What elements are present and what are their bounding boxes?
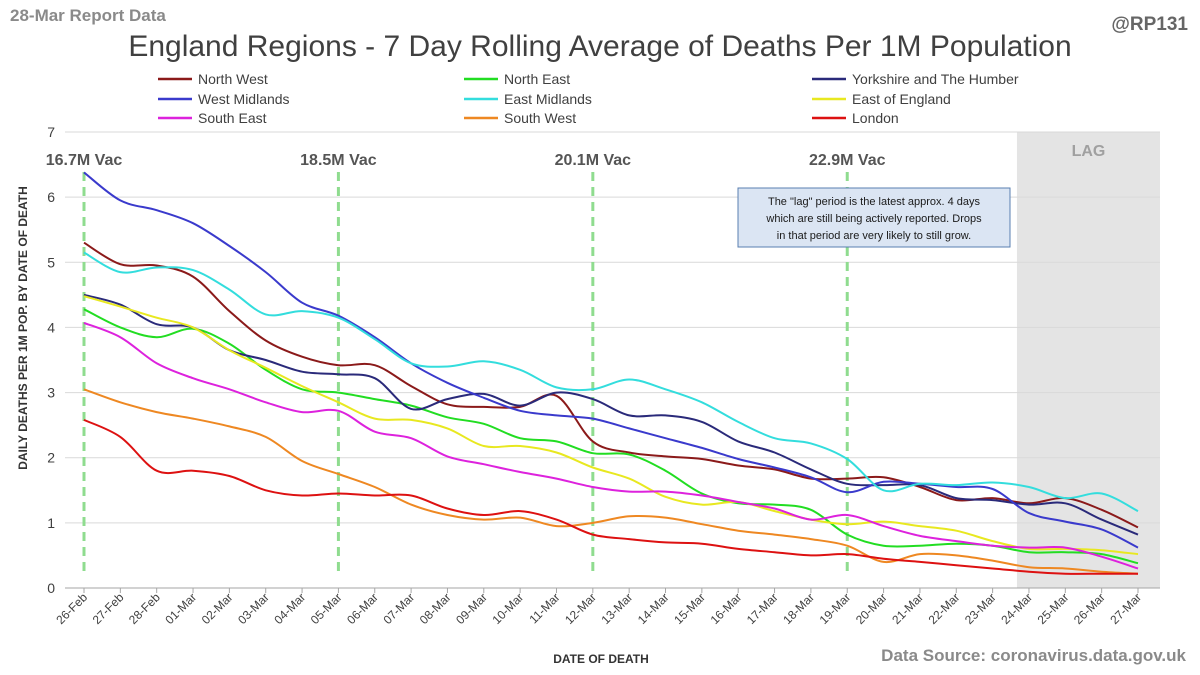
series-line-west-midlands (83, 171, 1139, 549)
x-tick-label: 08-Mar (417, 590, 454, 627)
x-tick-label: 10-Mar (489, 590, 526, 627)
lag-shading (1016, 132, 1160, 588)
x-tick-label: 27-Feb (90, 590, 127, 627)
x-tick-label: 22-Mar (926, 590, 963, 627)
legend-label-north-west: North West (198, 71, 268, 87)
legend-label-london: London (852, 110, 899, 126)
x-axis-title: DATE OF DEATH (553, 652, 649, 666)
legend-label-south-east: South East (198, 110, 267, 126)
y-tick-label: 1 (47, 515, 55, 531)
lag-label: LAG (1072, 143, 1106, 160)
legend-label-north-east: North East (504, 71, 570, 87)
author-handle: @RP131 (1111, 14, 1188, 35)
y-axis-title: DAILY DEATHS PER 1M POP. BY DATE OF DEAT… (16, 186, 30, 470)
x-tick-label: 15-Mar (671, 590, 708, 627)
legend-label-yorkshire-and-the-humber: Yorkshire and The Humber (852, 71, 1019, 87)
x-tick-label: 18-Mar (780, 590, 817, 627)
vaccination-marker-label: 22.9M Vac (809, 152, 886, 169)
x-tick-label: 07-Mar (380, 590, 417, 627)
data-source-label: Data Source: coronavirus.data.gov.uk (881, 646, 1186, 665)
x-tick-label: 09-Mar (453, 590, 490, 627)
series-line-yorkshire-and-the-humber (83, 293, 1139, 536)
x-tick-label: 03-Mar (235, 590, 272, 627)
chart-title: England Regions - 7 Day Rolling Average … (128, 30, 1072, 63)
y-tick-label: 7 (47, 124, 55, 140)
legend-label-east-midlands: East Midlands (504, 91, 592, 107)
vaccination-marker-label: 16.7M Vac (46, 152, 123, 169)
y-tick-label: 4 (47, 319, 55, 335)
annotation-text-line: which are still being actively reported.… (765, 213, 982, 225)
annotation-text-line: in that period are very likely to still … (777, 230, 971, 242)
x-tick-label: 01-Mar (162, 590, 199, 627)
series-line-london (83, 418, 1138, 575)
y-tick-label: 3 (47, 385, 55, 401)
x-tick-label: 06-Mar (344, 590, 381, 627)
x-tick-label: 14-Mar (635, 590, 672, 627)
x-tick-label: 11-Mar (526, 590, 562, 626)
x-tick-label: 05-Mar (308, 590, 345, 627)
x-tick-label: 26-Mar (1071, 590, 1108, 627)
x-tick-label: 26-Feb (53, 590, 90, 627)
series-line-north-west (83, 241, 1139, 529)
lag-annotation: The "lag" period is the latest approx. 4… (737, 187, 1011, 248)
x-tick-label: 13-Mar (599, 590, 636, 627)
x-tick-label: 23-Mar (962, 590, 999, 627)
x-tick-label: 12-Mar (562, 590, 599, 627)
vaccination-marker-label: 18.5M Vac (300, 152, 377, 169)
vaccination-marker-label: 20.1M Vac (555, 152, 632, 169)
series-line-east-midlands (83, 251, 1139, 513)
x-tick-label: 24-Mar (998, 590, 1035, 627)
x-tick-label: 25-Mar (1035, 590, 1072, 627)
legend-label-east-of-england: East of England (852, 91, 951, 107)
x-tick-label: 20-Mar (853, 590, 890, 627)
x-tick-label: 21-Mar (889, 590, 926, 627)
legend: North West North East Yorkshire and The Hu… (158, 71, 1019, 126)
series-line-south-west (83, 388, 1139, 575)
annotation-box (737, 187, 1011, 248)
legend-label-west-midlands: West Midlands (198, 91, 290, 107)
legend-label-south-west: South West (504, 110, 576, 126)
x-tick-label: 27-Mar (1107, 590, 1144, 627)
x-tick-label: 16-Mar (708, 590, 745, 627)
lag-region: LAG (1016, 132, 1160, 588)
x-tick-label: 19-Mar (817, 590, 854, 627)
y-tick-label: 2 (47, 450, 55, 466)
series-line-east-of-england (83, 295, 1139, 556)
report-date-label: 28-Mar Report Data (10, 6, 166, 25)
series-line-north-east (83, 308, 1139, 565)
series-lines (83, 171, 1139, 575)
x-tick-label: 17-Mar (744, 590, 781, 627)
y-tick-label: 0 (47, 580, 55, 596)
x-tick-label: 02-Mar (199, 590, 236, 627)
y-tick-label: 6 (47, 189, 55, 205)
x-tick-label: 04-Mar (271, 590, 308, 627)
x-tick-label: 28-Feb (126, 590, 163, 627)
y-tick-label: 5 (47, 254, 55, 270)
series-line-south-east (83, 321, 1139, 570)
annotation-text-line: The "lag" period is the latest approx. 4… (768, 196, 981, 208)
